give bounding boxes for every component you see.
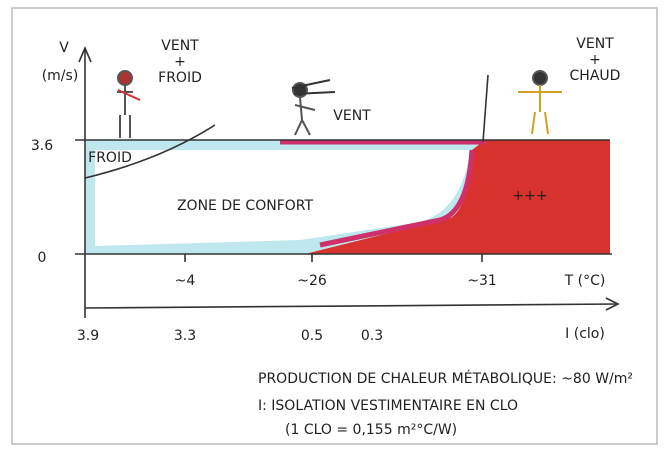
tick-label: 3.3 [174, 328, 196, 344]
arrow [605, 297, 620, 311]
axis-label: T (°C) [564, 273, 606, 289]
zone-label: +++ [512, 188, 547, 204]
axis-label: I (clo) [565, 326, 605, 342]
zone-label: FROID [88, 150, 132, 166]
i-axis [84, 303, 619, 309]
tick-label: 0.3 [361, 328, 383, 344]
axis-label: V [59, 40, 69, 56]
figure-label: + [589, 52, 601, 68]
figure-label: FROID [158, 70, 202, 86]
tick-label: 3.6 [31, 138, 53, 154]
axis-unit: (m/s) [42, 68, 79, 84]
figure-label: VENT [333, 108, 371, 124]
tick-label: ~4 [175, 273, 196, 289]
figure-label: CHAUD [570, 68, 621, 84]
figures [117, 70, 562, 138]
note: I: ISOLATION VESTIMENTAIRE EN CLO [258, 398, 518, 414]
zone-label: ZONE DE CONFORT [177, 198, 314, 214]
figure-label: VENT [576, 36, 614, 52]
figure-label: + [174, 54, 186, 70]
arrow [78, 45, 92, 63]
note: (1 CLO = 0,155 m²°C/W) [285, 422, 457, 438]
note: PRODUCTION DE CHALEUR MÉTABOLIQUE: ~80 W… [258, 370, 633, 387]
tick-label: 0 [38, 250, 47, 266]
tick-label: ~31 [467, 273, 497, 289]
boundary [280, 139, 485, 248]
figure-label: VENT [161, 38, 199, 54]
hot-line [482, 74, 489, 143]
cold-line [84, 124, 216, 179]
tick-label: 0.5 [301, 328, 323, 344]
comfort-zone [95, 150, 470, 246]
tick-label: 3.9 [77, 328, 99, 344]
hot-zone [305, 140, 610, 254]
tick-label: ~26 [297, 273, 327, 289]
